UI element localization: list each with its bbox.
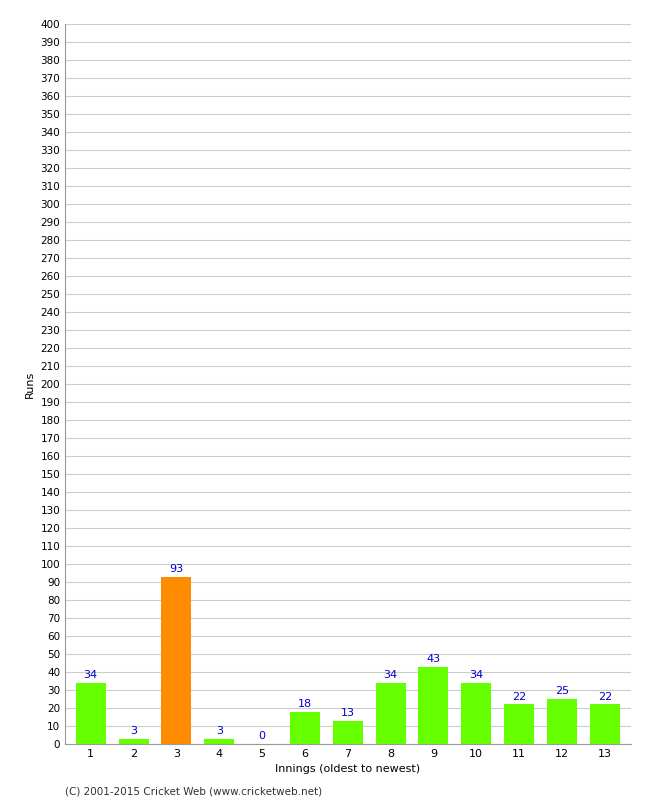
Bar bbox=[462, 682, 491, 744]
Text: 34: 34 bbox=[384, 670, 398, 680]
Text: 0: 0 bbox=[259, 731, 266, 742]
Text: 22: 22 bbox=[512, 692, 527, 702]
Bar bbox=[75, 682, 106, 744]
Bar bbox=[419, 666, 448, 744]
Bar bbox=[204, 738, 234, 744]
Bar bbox=[118, 738, 149, 744]
Bar bbox=[161, 577, 191, 744]
Bar bbox=[333, 721, 363, 744]
Bar bbox=[376, 682, 406, 744]
Text: (C) 2001-2015 Cricket Web (www.cricketweb.net): (C) 2001-2015 Cricket Web (www.cricketwe… bbox=[65, 786, 322, 796]
Text: 3: 3 bbox=[130, 726, 137, 736]
Bar bbox=[547, 699, 577, 744]
Text: 93: 93 bbox=[169, 564, 183, 574]
Bar bbox=[504, 704, 534, 744]
Text: 18: 18 bbox=[298, 699, 312, 709]
Bar bbox=[290, 712, 320, 744]
Bar bbox=[590, 704, 620, 744]
Text: 34: 34 bbox=[469, 670, 484, 680]
Text: 34: 34 bbox=[84, 670, 98, 680]
Text: 22: 22 bbox=[597, 692, 612, 702]
Y-axis label: Runs: Runs bbox=[25, 370, 35, 398]
Text: 3: 3 bbox=[216, 726, 223, 736]
X-axis label: Innings (oldest to newest): Innings (oldest to newest) bbox=[275, 765, 421, 774]
Text: 25: 25 bbox=[555, 686, 569, 696]
Text: 13: 13 bbox=[341, 708, 355, 718]
Text: 43: 43 bbox=[426, 654, 441, 664]
